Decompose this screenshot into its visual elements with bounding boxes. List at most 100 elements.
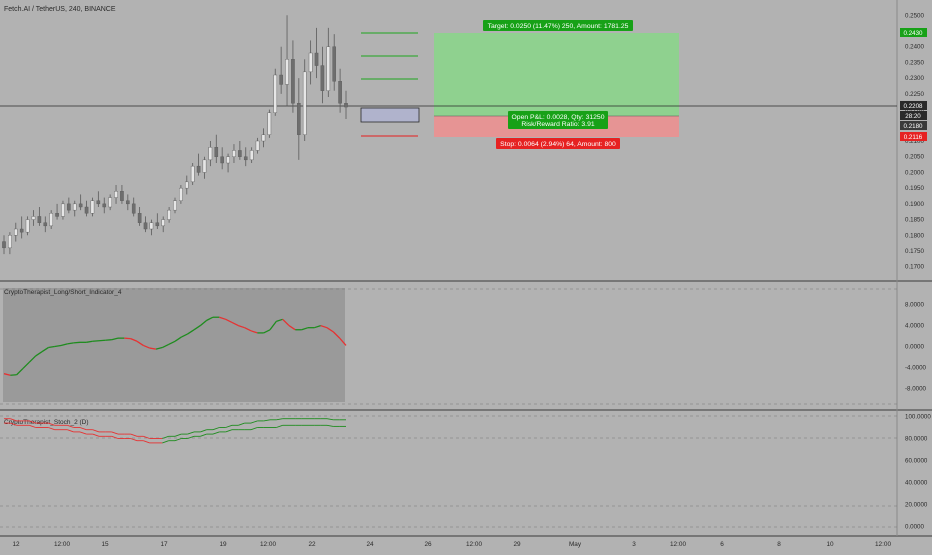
indicator-1-tick-label: -8.0000 — [905, 385, 927, 392]
indicator-2-series-0-segment — [263, 419, 271, 422]
price-tick-label: 0.2400 — [905, 44, 924, 51]
indicator-1-segment — [326, 327, 334, 333]
candle-body — [72, 203, 77, 211]
candle-body — [297, 103, 301, 135]
candle-body — [214, 147, 219, 157]
candle-body — [2, 241, 6, 249]
indicator-2-tick-label: 0.0000 — [905, 524, 924, 531]
indicator-2-series-0-segment — [29, 420, 36, 424]
open-pnl-label: Open P&L: 0.0028, Qty: 31250 — [512, 114, 605, 121]
entry-zone-box[interactable] — [360, 107, 420, 123]
indicator-2-series-1-segment — [212, 431, 220, 435]
price-tick-label: 0.1900 — [905, 201, 924, 208]
indicator-2-series-0-segment — [238, 422, 245, 426]
time-tick-label: 8 — [777, 541, 781, 548]
candle-body — [120, 191, 124, 201]
entry-price-badge-text: 0.2180 — [904, 123, 923, 130]
target-zone[interactable] — [434, 33, 679, 116]
candle-body — [202, 159, 207, 173]
target-label-box — [483, 20, 633, 31]
symbol-title: Fetch.AI / TetherUS, 240, BINANCE — [4, 6, 116, 13]
indicator-1-segment — [98, 339, 106, 342]
candle-body — [261, 134, 266, 142]
indicator-1-segment — [60, 343, 68, 347]
pnl-label-box — [508, 111, 608, 129]
indicator-1-segment — [86, 340, 93, 343]
long-position-tool[interactable]: Target: 0.0250 (11.47%) 250, Amount: 178… — [434, 20, 679, 149]
time-axis[interactable]: 12 12:00 15 17 19 12:00 22 24 26 12:00 29 May 3 12:00… — [12, 541, 891, 548]
candle-body — [314, 52, 319, 66]
indicator-2-series-0-segment — [111, 431, 119, 435]
candle-body — [326, 46, 331, 91]
candle-body — [108, 197, 112, 208]
candle-body — [238, 150, 242, 157]
indicator-2-series-1-segment — [48, 427, 55, 431]
price-tick-label: 0.2300 — [905, 75, 924, 82]
candle-body — [273, 74, 278, 113]
candle-body — [43, 222, 48, 227]
indicator-2-series-1-segment — [250, 427, 258, 431]
indicator-2-series-1-segment — [276, 424, 283, 428]
candle-body — [78, 203, 83, 208]
indicator-2-series-1-segment — [67, 429, 74, 433]
candle-body — [179, 187, 183, 201]
indicator-1-segment — [314, 324, 321, 329]
candle-body — [37, 216, 42, 223]
indicator-1-segment — [199, 319, 208, 327]
indicator-1-segment — [219, 316, 226, 320]
indicator-1-segment — [187, 329, 195, 335]
indicator-2-tick-label: 100.0000 — [905, 414, 931, 421]
candle-body — [220, 156, 224, 164]
candle-body — [67, 203, 71, 211]
candle-body — [332, 46, 337, 82]
candle-body — [267, 112, 272, 135]
candle-body — [31, 216, 36, 220]
entry-price-badge — [900, 121, 927, 130]
candle-body — [232, 150, 236, 157]
candle-body — [190, 165, 195, 183]
indicator-2-series-0-segment — [200, 429, 207, 433]
indicator-1-segment — [320, 324, 328, 329]
indicator-1-segment — [155, 346, 163, 350]
time-tick-label: 12:00 — [670, 541, 686, 548]
candle-body — [114, 191, 118, 198]
time-tick-label: 24 — [366, 541, 374, 548]
candle-body — [155, 222, 160, 227]
time-tick-label: 26 — [424, 541, 432, 548]
time-tick-label: 12:00 — [54, 541, 70, 548]
indicator-1-segment — [54, 344, 62, 348]
indicator-2-axis[interactable]: 100.0000 80.0000 60.0000 40.0000 20.0000 0.00… — [905, 414, 931, 531]
indicator-1-segment — [231, 321, 239, 327]
candle-body — [149, 222, 154, 230]
indicator-2-series-0-segment — [250, 420, 258, 424]
indicator-1-segment — [28, 355, 37, 363]
target-price-badge-text: 0.2430 — [904, 30, 923, 37]
target-price-badge — [900, 28, 927, 37]
time-tick-label: 10 — [826, 541, 834, 548]
indicator-1-segment — [10, 374, 17, 376]
indicator-2-series-0-segment — [162, 435, 169, 439]
indicator-1-segment — [105, 339, 112, 341]
candle-body — [255, 140, 260, 151]
risk-reward-label: Risk/Reward Ratio: 3.91 — [521, 121, 595, 128]
time-tick-label: 29 — [513, 541, 521, 548]
indicator-1-axis[interactable]: 8.0000 4.0000 0.0000 -4.0000 -8.0000 — [905, 302, 927, 393]
candle-body — [291, 59, 295, 104]
candle-body — [61, 203, 65, 217]
candle-body — [308, 52, 313, 73]
indicator-1-segment — [111, 337, 119, 341]
time-tick-label: 12 — [12, 541, 20, 548]
indicator-1-segment — [124, 337, 131, 340]
candle-body — [249, 150, 254, 161]
indicator-1-segment — [48, 345, 55, 349]
indicator-2-series-1-segment — [79, 431, 87, 435]
candle-body — [243, 156, 248, 161]
indicator-1-segment — [332, 331, 341, 339]
indicator-1-segment — [143, 344, 150, 349]
candle-body — [173, 200, 177, 211]
indicator-2-title: CryptoTherapist_Stoch_2 (D) — [4, 419, 89, 426]
indicator-1-segment — [193, 325, 201, 331]
candle-body — [55, 213, 59, 217]
